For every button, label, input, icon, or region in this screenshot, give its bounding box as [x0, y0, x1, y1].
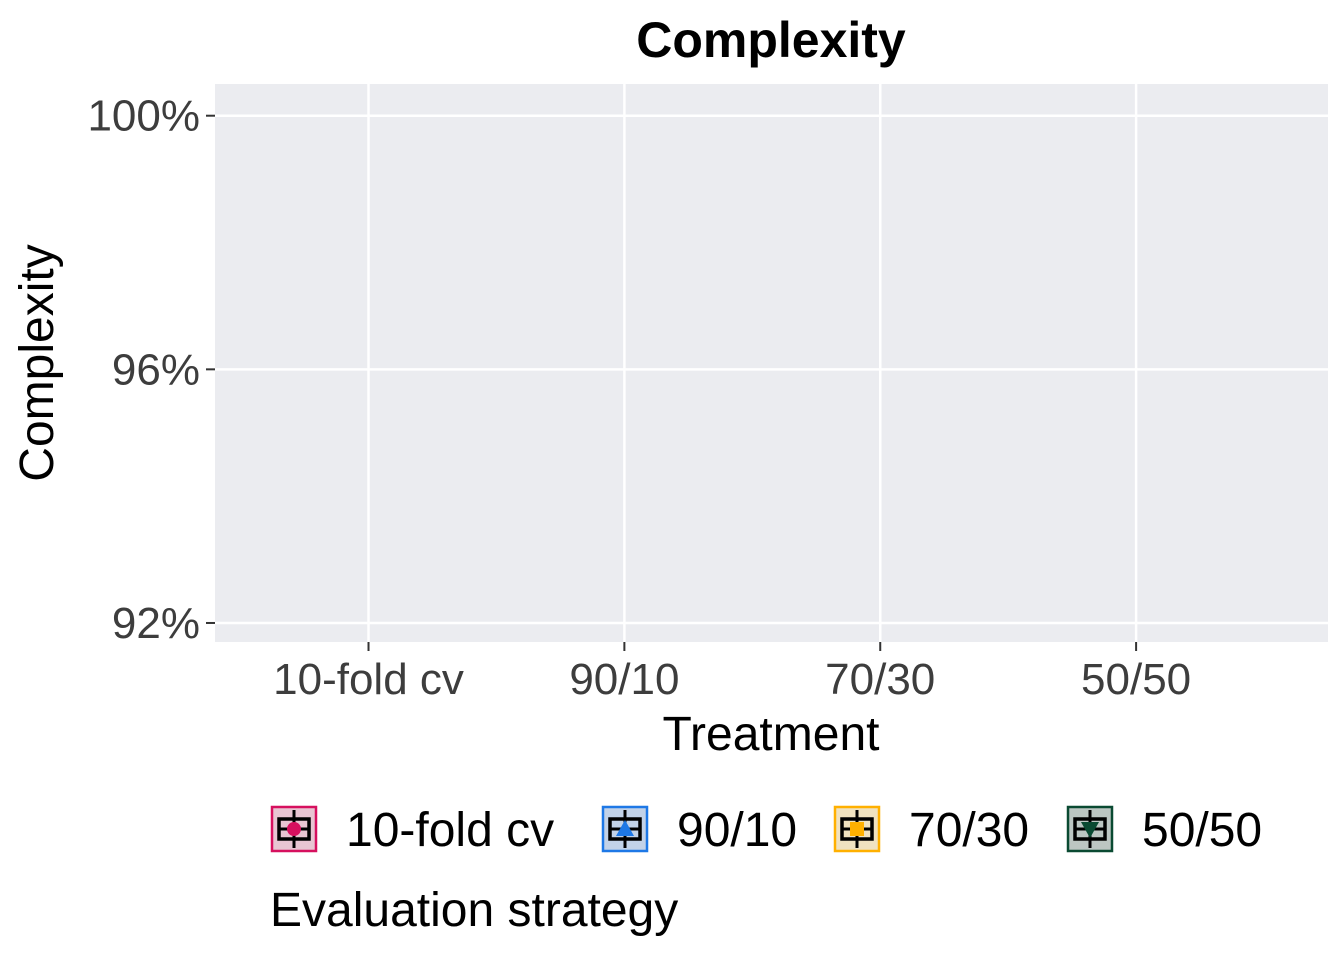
- x-tick-label: 70/30: [825, 655, 935, 704]
- legend-label: 70/30: [909, 804, 1029, 857]
- x-tick-label: 10-fold cv: [273, 655, 464, 704]
- x-tick-label: 90/10: [569, 655, 679, 704]
- x-axis: 10-fold cv 90/10 70/30 50/50: [273, 642, 1191, 704]
- x-axis-title: Treatment: [663, 708, 880, 761]
- legend-title: Evaluation strategy: [270, 884, 678, 937]
- circle-marker-icon: [287, 822, 301, 836]
- x-tick-label: 50/50: [1081, 655, 1191, 704]
- grid-lines: [215, 84, 1328, 642]
- square-marker-icon: [850, 822, 864, 836]
- y-tick-label: 96%: [112, 345, 200, 394]
- legend-label: 50/50: [1142, 804, 1262, 857]
- legend-label: 10-fold cv: [346, 804, 554, 857]
- triangle-up-marker-icon: [616, 820, 634, 836]
- y-tick-label: 92%: [112, 599, 200, 648]
- legend: 10-fold cv 90/10 70/30 50/50: [270, 804, 1262, 857]
- plot-panel: [215, 84, 1328, 642]
- y-axis-title: Complexity: [11, 244, 64, 481]
- legend-label: 90/10: [677, 804, 797, 857]
- legend-item: 90/10: [601, 804, 797, 857]
- y-tick-label: 100%: [87, 92, 200, 141]
- y-axis: 100% 96% 92%: [87, 92, 215, 648]
- legend-item: 70/30: [833, 804, 1029, 857]
- legend-item: 50/50: [1066, 804, 1262, 857]
- triangle-down-marker-icon: [1081, 822, 1099, 838]
- legend-item: 10-fold cv: [270, 804, 554, 857]
- chart-title: Complexity: [636, 12, 906, 68]
